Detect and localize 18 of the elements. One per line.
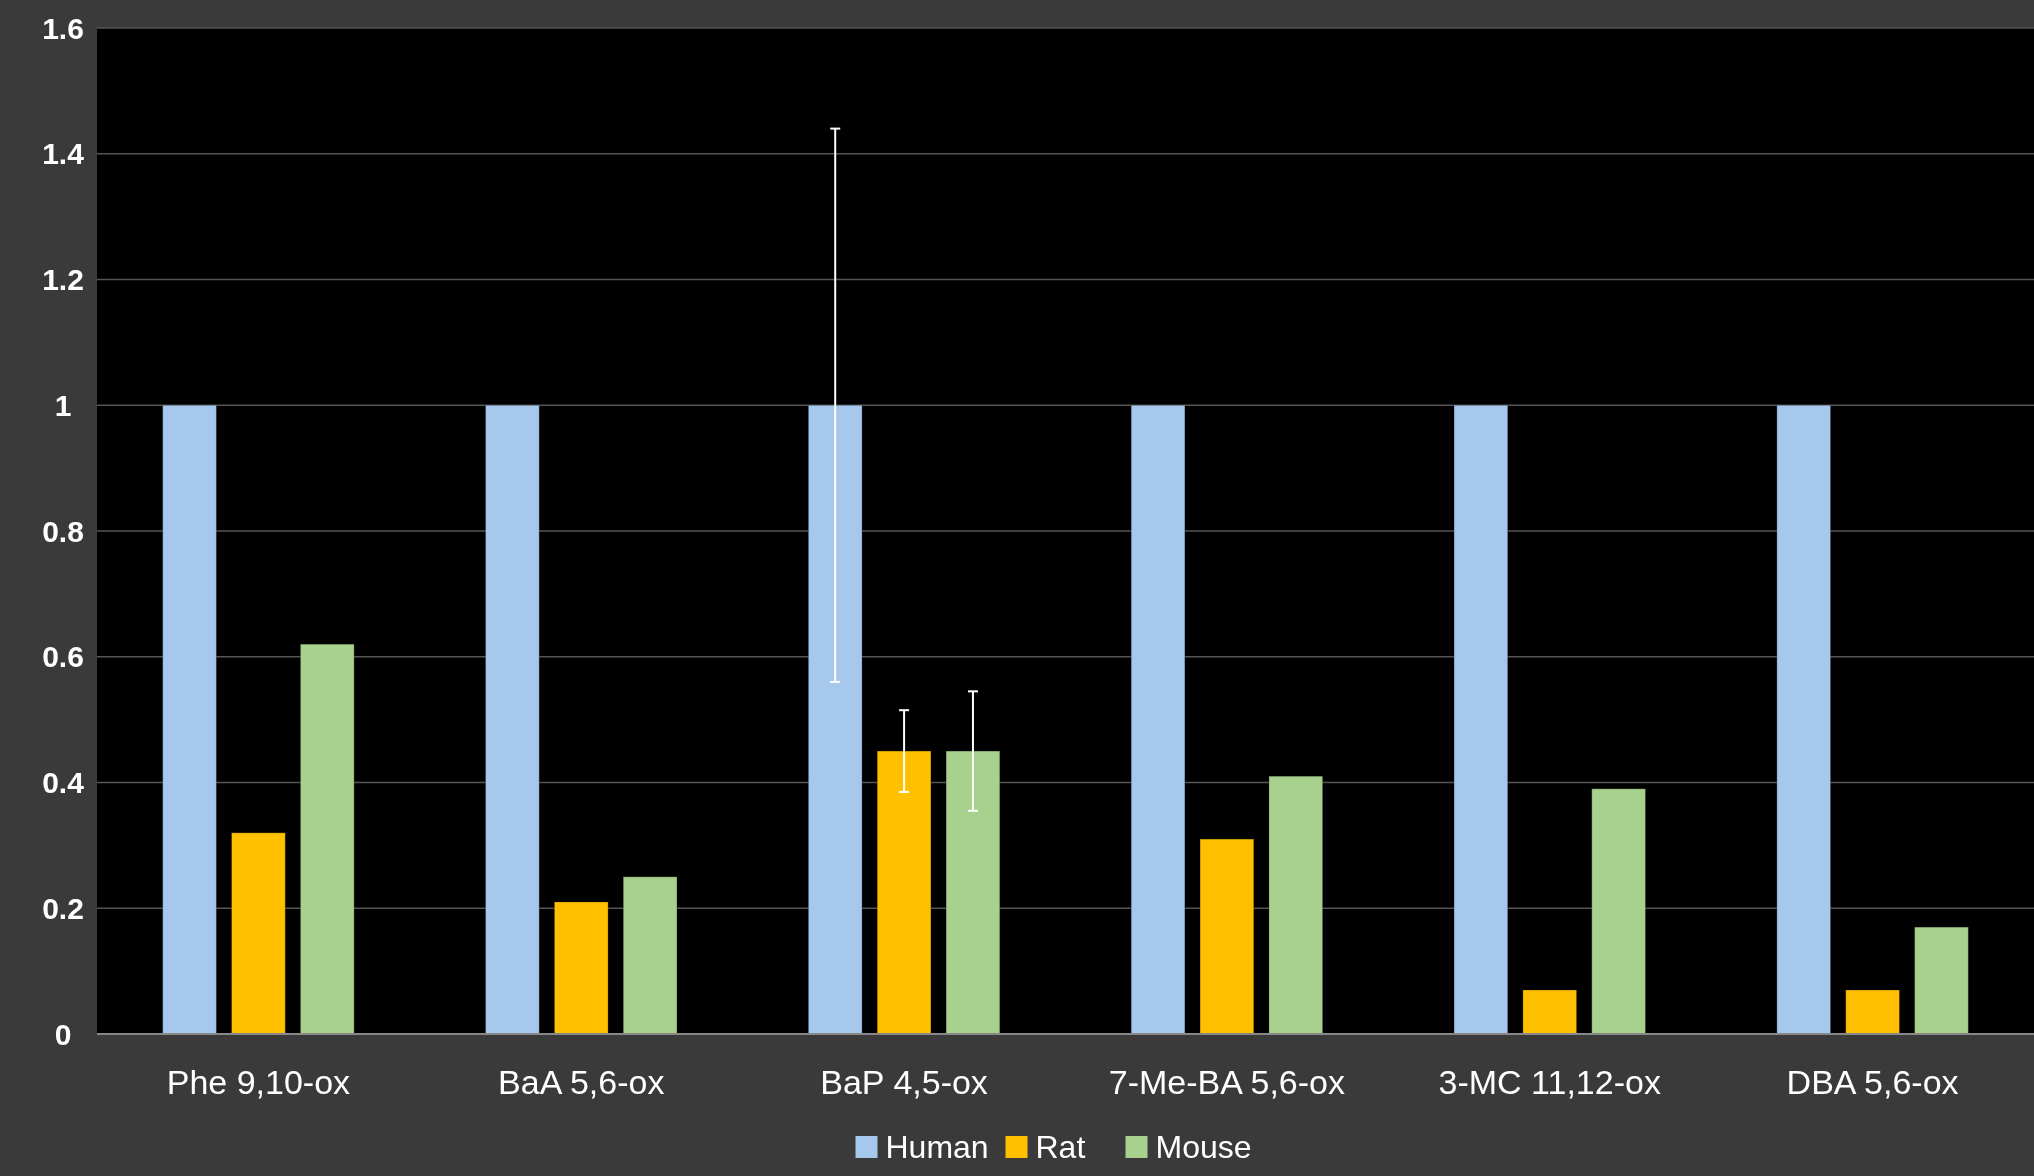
x-tick-label: 7-Me-BA 5,6-ox bbox=[1108, 1063, 1346, 1101]
legend-label: Mouse bbox=[1155, 1129, 1252, 1165]
x-tick-label: DBA 5,6-ox bbox=[1786, 1063, 1959, 1101]
y-tick-label: 0.2 bbox=[42, 891, 84, 925]
y-tick-label: 1 bbox=[54, 388, 72, 422]
x-tick-label: 3-MC 11,12-ox bbox=[1438, 1063, 1661, 1101]
y-tick-label: 0.4 bbox=[42, 766, 85, 799]
legend-label: Human bbox=[885, 1129, 989, 1165]
y-tick-label: 1.4 bbox=[42, 137, 85, 171]
x-tick-label: BaA 5,6-ox bbox=[498, 1063, 665, 1101]
y-tick-label: 0 bbox=[54, 1017, 72, 1051]
y-tick-label: 1.6 bbox=[42, 11, 84, 45]
y-tick-label: 0.8 bbox=[42, 514, 84, 548]
y-tick-label: 0.6 bbox=[42, 640, 84, 674]
x-tick-label: BaP 4,5-ox bbox=[820, 1063, 988, 1101]
legend-label: Rat bbox=[1035, 1129, 1086, 1165]
y-tick-label: 1.2 bbox=[42, 263, 84, 296]
x-tick-label: Phe 9,10-ox bbox=[166, 1063, 351, 1101]
